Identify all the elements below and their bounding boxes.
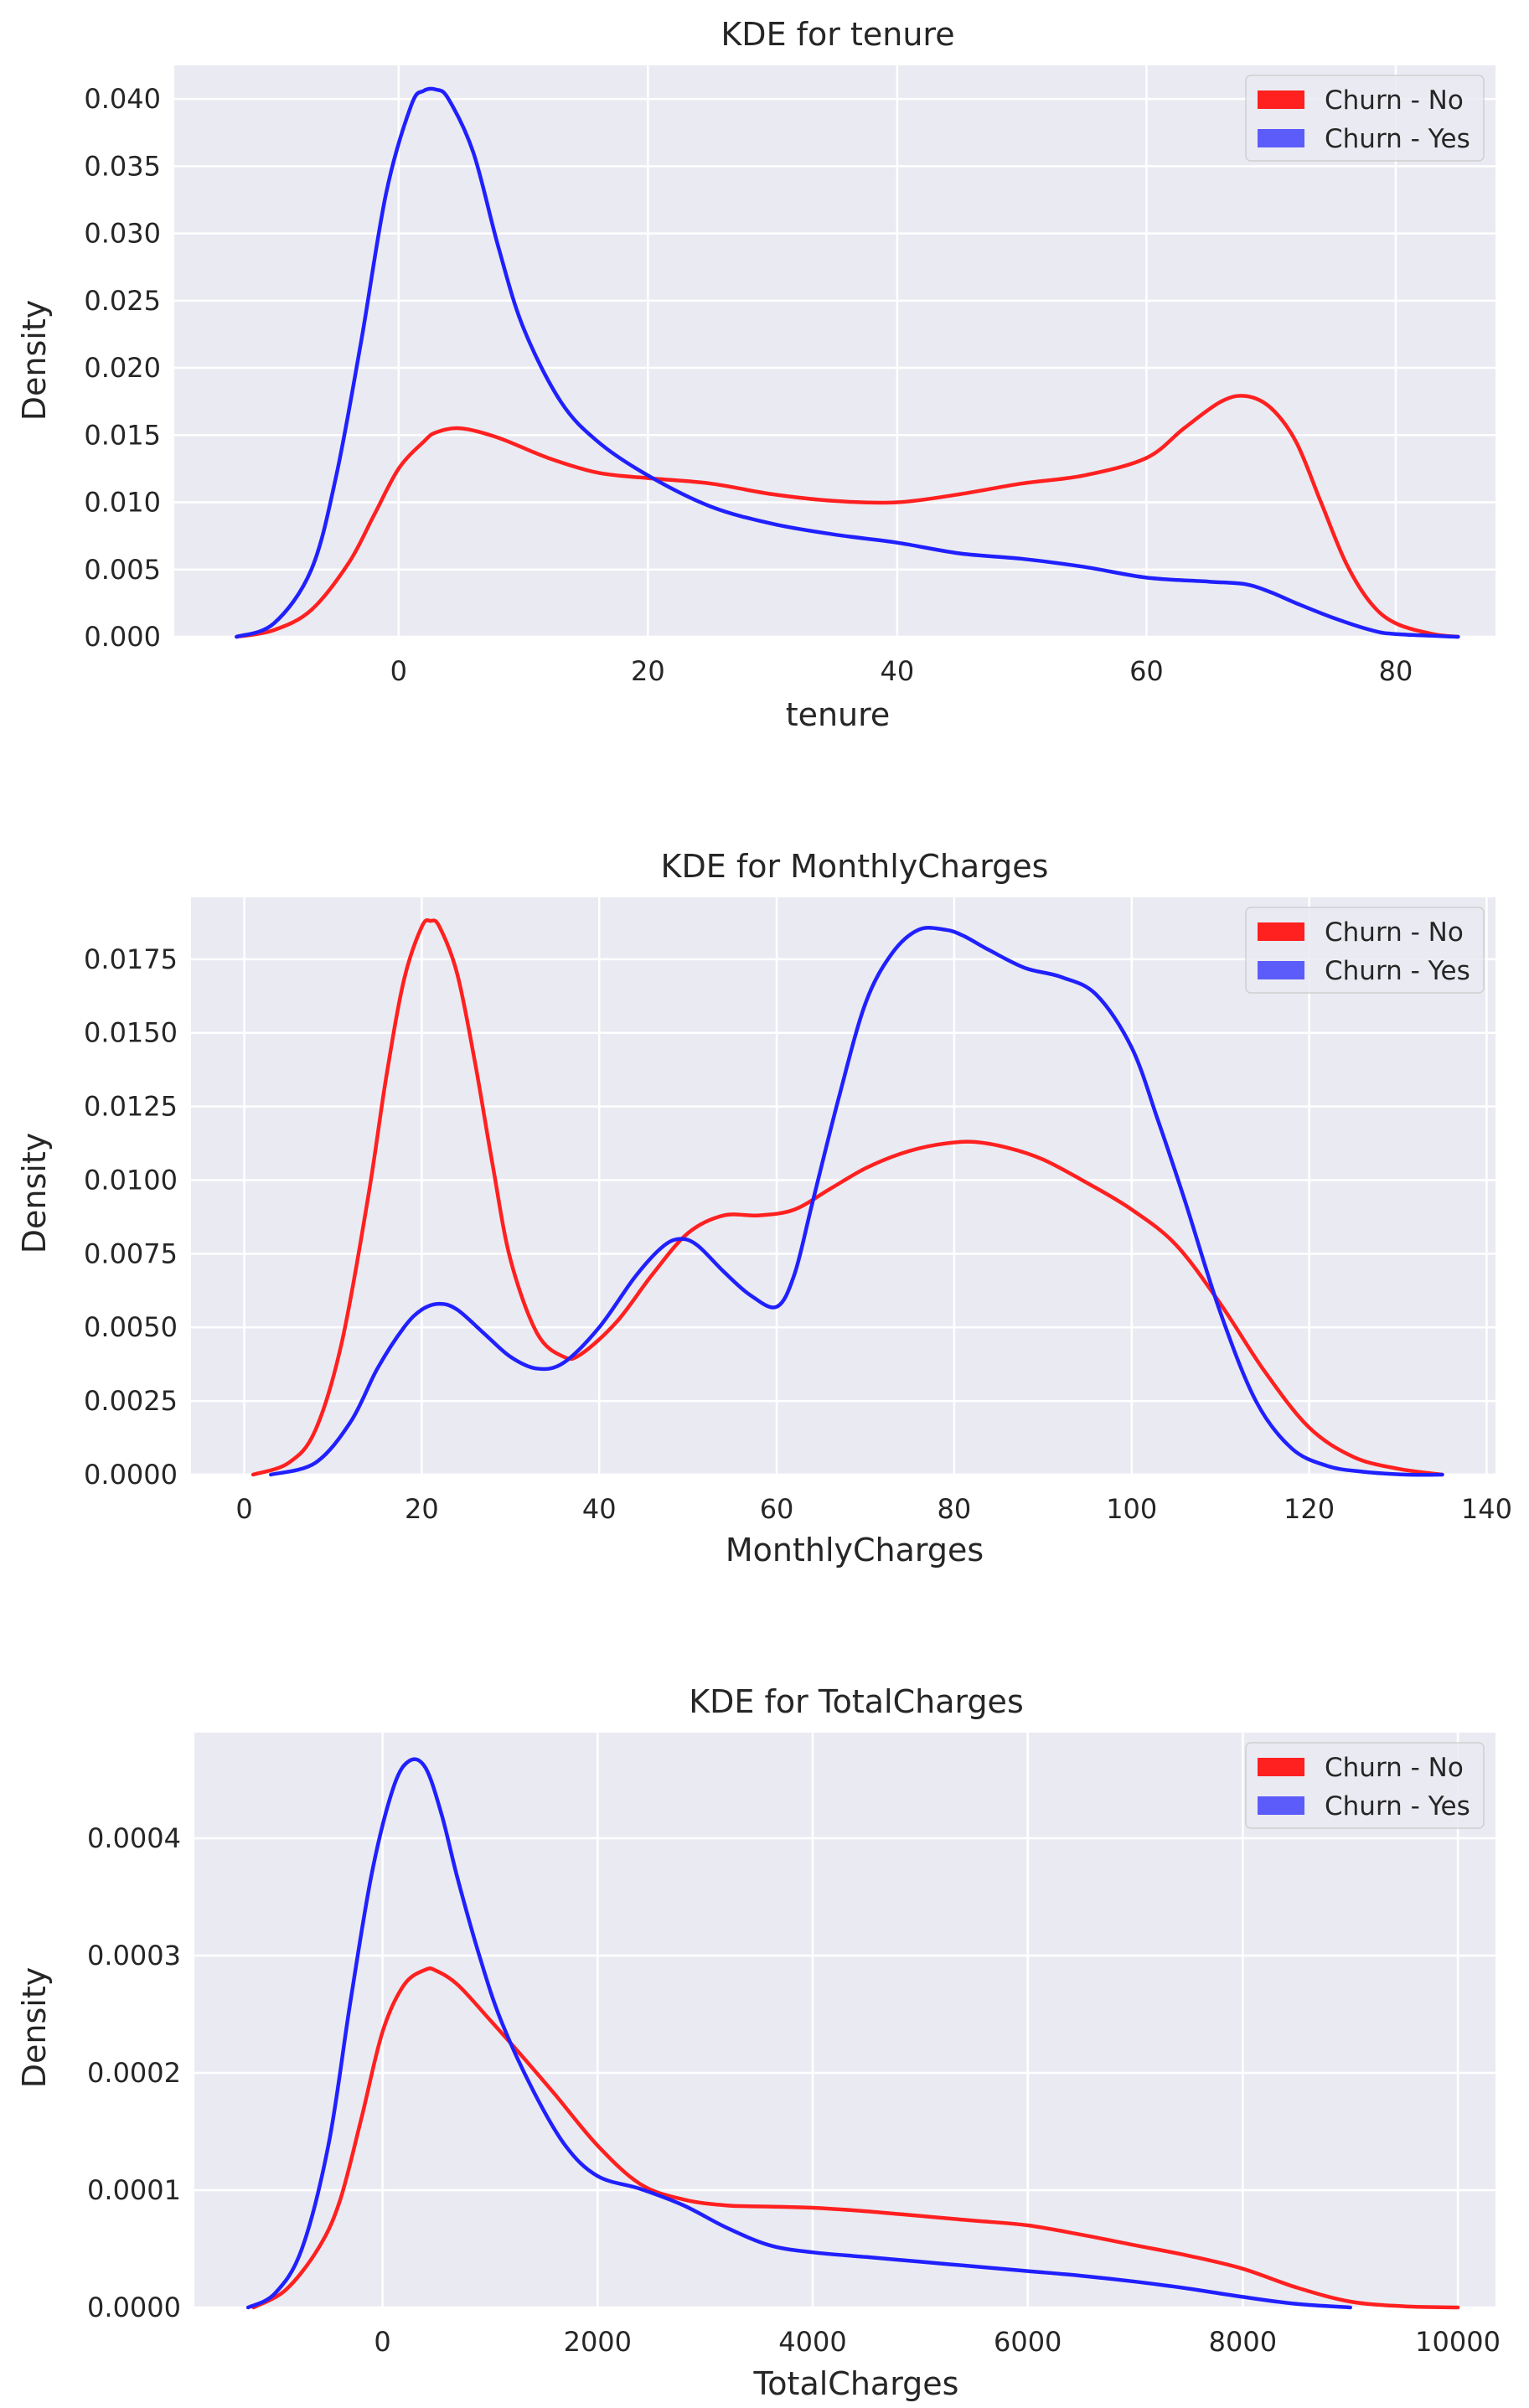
x-tick-label: 100 xyxy=(1106,1493,1157,1525)
legend-label: Churn - No xyxy=(1325,1753,1464,1783)
legend-label: Churn - Yes xyxy=(1325,1791,1470,1822)
kde-tenure-chart: KDE for tenure tenure Density 0 20 40 60 80 0… xyxy=(16,16,1495,733)
kde-curve-churn-no xyxy=(251,1966,1460,2310)
y-tick-label: 0.005 xyxy=(84,554,161,586)
legend-label: Churn - Yes xyxy=(1325,956,1470,986)
legend-swatch xyxy=(1258,129,1304,147)
y-tick-label: 0.035 xyxy=(84,150,161,182)
legend: Churn - No Churn - Yes xyxy=(1245,75,1485,162)
y-tick-label: 0.0000 xyxy=(84,1459,178,1491)
x-axis-label: tenure xyxy=(786,696,891,733)
y-tick-label: 0.0050 xyxy=(84,1311,178,1343)
y-axis-label: Density xyxy=(16,1967,53,2088)
y-tick-label: 0.030 xyxy=(84,218,161,250)
x-tick-label: 60 xyxy=(760,1493,794,1525)
x-tick-label: 20 xyxy=(631,655,665,687)
plot-background xyxy=(191,897,1495,1475)
y-tick-label: 0.0003 xyxy=(87,1940,181,1971)
y-tick-label: 0.0000 xyxy=(87,2292,181,2323)
y-tick-label: 0.0002 xyxy=(87,2057,181,2089)
y-tick-label: 0.020 xyxy=(84,352,161,384)
y-tick-label: 0.010 xyxy=(84,487,161,519)
y-tick-label: 0.0075 xyxy=(84,1238,178,1269)
y-axis-label: Density xyxy=(16,1133,53,1253)
legend-label: Churn - Yes xyxy=(1325,124,1470,154)
legend-swatch xyxy=(1258,922,1304,941)
x-tick-label: 0 xyxy=(374,2326,390,2358)
legend-label: Churn - No xyxy=(1325,85,1464,116)
legend-swatch xyxy=(1258,1796,1304,1815)
x-tick-label: 40 xyxy=(582,1493,617,1525)
legend-frame xyxy=(1245,75,1485,162)
chart-title: KDE for tenure xyxy=(721,16,954,53)
y-tick-label: 0.025 xyxy=(84,285,161,317)
y-tick-label: 0.0025 xyxy=(84,1385,178,1417)
chart-title: KDE for MonthlyCharges xyxy=(661,848,1049,885)
y-tick-label: 0.0004 xyxy=(87,1822,181,1854)
x-tick-label: 40 xyxy=(881,655,915,687)
x-tick-label: 0 xyxy=(235,1493,252,1525)
kde-curve-churn-no xyxy=(251,917,1444,1477)
y-tick-label: 0.0100 xyxy=(84,1164,178,1196)
x-tick-label: 20 xyxy=(405,1493,439,1525)
legend-swatch xyxy=(1258,1758,1304,1776)
legend-frame xyxy=(1245,1742,1485,1829)
x-tick-label: 80 xyxy=(938,1493,972,1525)
legend-label: Churn - No xyxy=(1325,917,1464,948)
x-tick-label: 0 xyxy=(390,655,407,687)
legend: Churn - No Churn - Yes xyxy=(1245,1742,1485,1829)
y-tick-label: 0.0150 xyxy=(84,1017,178,1049)
y-tick-label: 0.0175 xyxy=(84,943,178,975)
kde-totalcharges-chart: KDE for TotalCharges TotalCharges Densit… xyxy=(16,1683,1501,2402)
x-axis-label: MonthlyCharges xyxy=(726,1532,984,1568)
legend-swatch xyxy=(1258,961,1304,979)
legend-frame xyxy=(1245,907,1485,994)
y-tick-label: 0.040 xyxy=(84,83,161,115)
x-tick-label: 10000 xyxy=(1415,2326,1501,2358)
kde-curve-churn-yes xyxy=(235,86,1460,639)
kde-curve-churn-yes xyxy=(269,926,1444,1477)
x-tick-label: 60 xyxy=(1129,655,1164,687)
x-tick-label: 2000 xyxy=(564,2326,632,2358)
y-tick-label: 0.000 xyxy=(84,621,161,653)
legend: Churn - No Churn - Yes xyxy=(1245,907,1485,994)
x-tick-label: 80 xyxy=(1379,655,1413,687)
x-tick-label: 140 xyxy=(1461,1493,1512,1525)
x-tick-label: 4000 xyxy=(778,2326,846,2358)
y-tick-label: 0.0125 xyxy=(84,1091,178,1123)
x-tick-label: 120 xyxy=(1284,1493,1335,1525)
y-tick-label: 0.0001 xyxy=(87,2174,181,2206)
legend-swatch xyxy=(1258,90,1304,109)
y-tick-label: 0.015 xyxy=(84,419,161,451)
kde-curve-churn-yes xyxy=(245,1757,1352,2310)
kde-curve-churn-no xyxy=(235,394,1460,639)
x-tick-label: 6000 xyxy=(994,2326,1062,2358)
x-axis-label: TotalCharges xyxy=(753,2365,959,2402)
x-tick-label: 8000 xyxy=(1209,2326,1277,2358)
chart-title: KDE for TotalCharges xyxy=(689,1683,1024,1720)
plot-area xyxy=(191,897,1495,1476)
kde-monthlycharges-chart: KDE for MonthlyCharges MonthlyCharges De… xyxy=(16,848,1512,1568)
y-axis-label: Density xyxy=(16,300,53,421)
